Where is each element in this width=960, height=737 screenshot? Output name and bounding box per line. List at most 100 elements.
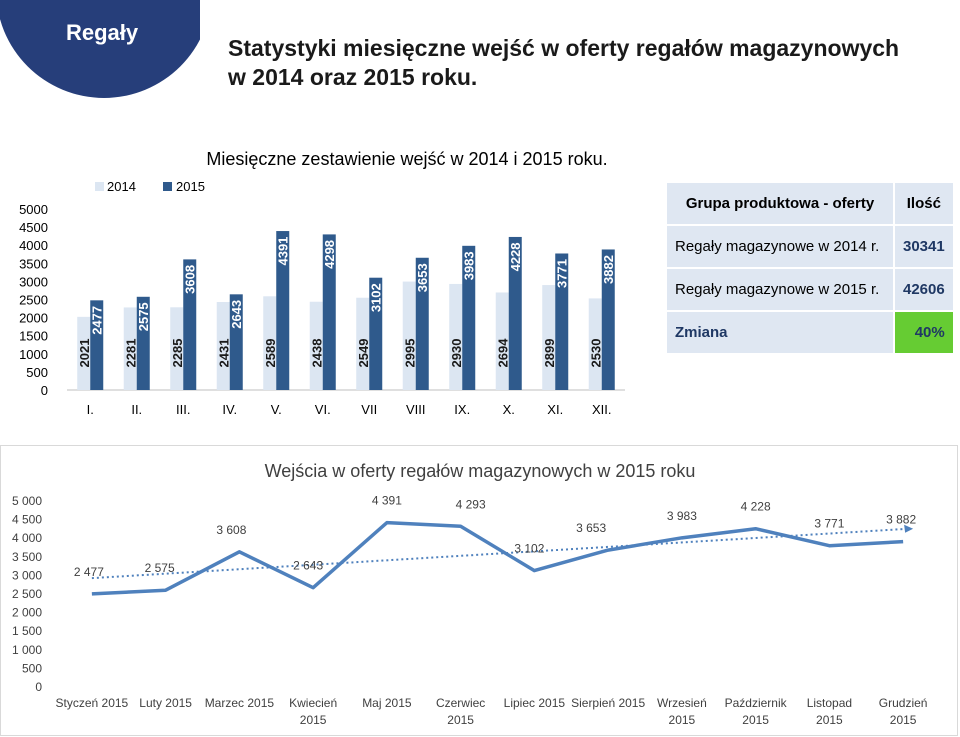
y-tick-label: 1500 — [19, 329, 48, 344]
data-label-2015: 2575 — [136, 302, 151, 331]
summary-row-value: 30341 — [895, 226, 953, 267]
data-label-2014: 2281 — [123, 339, 138, 368]
bar-2014 — [402, 281, 416, 390]
legend-label: 2014 — [107, 179, 136, 194]
y-tick-label: 1 500 — [12, 624, 42, 638]
y-tick-label: 2 500 — [12, 587, 42, 601]
data-label-2015: 2643 — [229, 300, 244, 329]
x-tick-label: Maj 2015 — [362, 696, 412, 710]
data-label: 2 477 — [74, 565, 104, 579]
bar-2014 — [216, 301, 230, 390]
x-tick-label: VIII — [406, 402, 426, 417]
bar-2014 — [77, 316, 91, 390]
y-tick-label: 5 000 — [12, 494, 42, 508]
x-tick-label: Luty 2015 — [139, 696, 192, 710]
summary-table: Grupa produktowa - oferty Ilość Regały m… — [665, 181, 955, 355]
x-tick-label: Kwiecień 2015 — [289, 696, 337, 727]
data-label-2014: 2930 — [449, 339, 464, 368]
bar-2015 — [508, 236, 522, 390]
badge-circle — [0, 0, 200, 98]
section-badge: Regały — [0, 0, 200, 100]
legend-swatch-2015 — [163, 182, 172, 191]
summary-change-label: Zmiana — [667, 312, 893, 353]
page-title: Statystyki miesięczne wejść w oferty reg… — [228, 34, 928, 92]
data-label-2014: 2995 — [402, 339, 417, 368]
data-label-2015: 3653 — [415, 263, 430, 292]
x-tick-label: Październik 2015 — [725, 696, 788, 727]
x-tick-label: IV. — [222, 402, 237, 417]
y-tick-label: 4 500 — [12, 513, 42, 527]
data-label-2015: 3608 — [183, 265, 198, 294]
bar-2015 — [555, 253, 569, 390]
data-label-2015: 2477 — [90, 306, 105, 335]
data-label-2015: 3882 — [601, 255, 616, 284]
x-tick-label: Grudzień 2015 — [879, 696, 928, 727]
y-tick-label: 3000 — [19, 274, 48, 289]
y-tick-label: 4500 — [19, 220, 48, 235]
x-tick-label: Wrzesień 2015 — [657, 696, 707, 727]
y-tick-label: 1 000 — [12, 643, 42, 657]
bar-2014 — [356, 297, 370, 390]
data-label-2014: 2431 — [216, 339, 231, 368]
y-tick-label: 0 — [35, 680, 42, 694]
data-label-2014: 2438 — [309, 339, 324, 368]
bar-2014 — [495, 292, 509, 390]
data-label: 2 575 — [145, 561, 175, 575]
y-tick-label: 4000 — [19, 238, 48, 253]
bar-2015 — [136, 296, 150, 390]
x-tick-label: III. — [176, 402, 190, 417]
bar-2015 — [601, 249, 615, 390]
legend-label: 2015 — [176, 179, 205, 194]
x-tick-label: Sierpień 2015 — [571, 696, 645, 710]
data-label-2015: 3102 — [369, 283, 384, 312]
data-label-2014: 2694 — [495, 338, 510, 368]
x-tick-label: X. — [503, 402, 515, 417]
data-label-2014: 2899 — [542, 339, 557, 368]
bar-2015 — [415, 257, 429, 390]
bar-2015 — [90, 300, 104, 390]
y-tick-label: 500 — [26, 365, 48, 380]
bar-2015 — [276, 231, 290, 390]
y-tick-label: 3 500 — [12, 550, 42, 564]
x-tick-label: II. — [131, 402, 142, 417]
summary-change-value: 40% — [895, 312, 953, 353]
bar-2014 — [588, 298, 602, 390]
data-label: 3 102 — [514, 542, 544, 556]
bar-2015 — [322, 234, 336, 390]
badge-label: Regały — [66, 20, 139, 45]
bar-2014 — [542, 285, 556, 390]
data-label-2015: 3983 — [462, 251, 477, 280]
x-tick-label: Styczeń 2015 — [56, 696, 129, 710]
data-label-2014: 2549 — [356, 339, 371, 368]
summary-header-row: Grupa produktowa - oferty Ilość — [667, 183, 953, 224]
x-tick-label: Listopad 2015 — [807, 696, 852, 727]
bar-2015 — [183, 259, 197, 390]
data-label-2015: 4391 — [276, 237, 291, 266]
monthly-bar-chart: Miesięczne zestawienie wejść w 2014 i 20… — [19, 149, 625, 417]
series-line-2015 — [91, 520, 904, 596]
page-title-line1: Statystyki miesięczne wejść w oferty reg… — [228, 35, 900, 61]
data-label-2015: 4298 — [322, 240, 337, 269]
summary-row-label: Regały magazynowe w 2015 r. — [667, 269, 893, 310]
data-label: 3 608 — [216, 523, 246, 537]
bar-2015 — [229, 294, 243, 390]
data-label: 2 643 — [293, 559, 323, 573]
data-label-2014: 2021 — [77, 339, 92, 368]
bar-2014 — [170, 307, 184, 390]
x-tick-label: Czerwiec 2015 — [436, 696, 485, 727]
summary-row-value: 42606 — [895, 269, 953, 310]
chart-title: Miesięczne zestawienie wejść w 2014 i 20… — [206, 149, 607, 169]
summary-row-label: Regały magazynowe w 2014 r. — [667, 226, 893, 267]
x-tick-label: Lipiec 2015 — [504, 696, 566, 710]
chart-title: Wejścia w oferty regałów magazynowych w … — [265, 461, 696, 481]
y-tick-label: 1000 — [19, 347, 48, 362]
y-tick-label: 500 — [22, 661, 42, 675]
y-tick-label: 2500 — [19, 293, 48, 308]
trend-arrow — [904, 524, 914, 533]
bar-2014 — [449, 283, 463, 390]
x-tick-label: VI. — [315, 402, 331, 417]
x-tick-label: I. — [87, 402, 94, 417]
x-tick-label: V. — [271, 402, 282, 417]
data-label: 4 293 — [456, 497, 486, 511]
x-tick-label: XII. — [592, 402, 612, 417]
